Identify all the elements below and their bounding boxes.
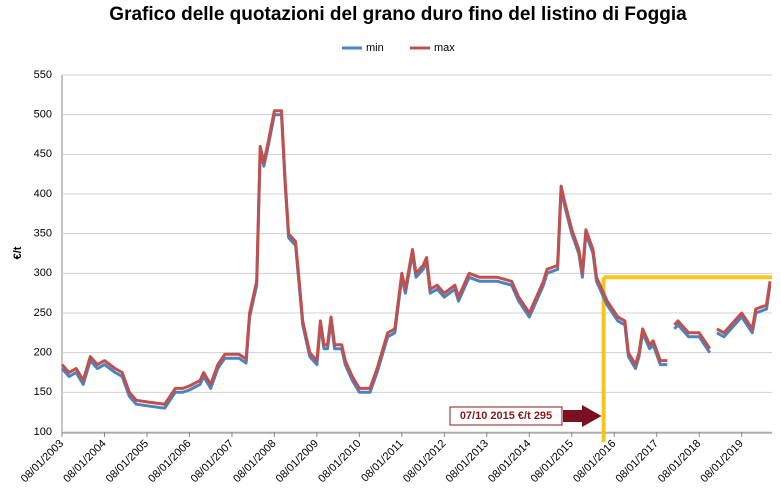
series-line [60,109,772,406]
x-tick-label: 08/01/2011 [359,438,406,485]
x-tick-label: 08/01/2014 [486,438,533,485]
x-tick-label: 08/01/2007 [189,438,236,485]
x-tick-label: 08/01/2018 [656,438,703,485]
legend-label: min [366,42,384,54]
x-tick-label: 08/01/2003 [19,438,66,485]
x-tick-label: 08/01/2004 [61,438,108,485]
y-tick-label: 400 [34,188,52,200]
y-tick-label: 200 [34,347,52,359]
y-tick-label: 350 [34,228,52,240]
x-tick-label: 08/01/2016 [571,438,618,485]
series-line [60,113,772,410]
x-tick-label: 08/01/2019 [698,438,745,485]
y-tick-label: 450 [34,148,52,160]
y-tick-label: 550 [34,69,52,81]
x-tick-label: 08/01/2008 [231,438,278,485]
x-tick-label: 08/01/2017 [613,438,660,485]
legend-label: max [434,42,455,54]
y-axis-label: €/t [12,246,24,259]
y-tick-label: 500 [34,109,52,121]
y-tick-label: 250 [34,307,52,319]
x-tick-label: 08/01/2010 [316,438,363,485]
annotation-text: 07/10 2015 €/t 295 [460,410,552,422]
x-tick-label: 08/01/2013 [444,438,491,485]
x-tick-label: 08/01/2006 [146,438,193,485]
chart-title: Grafico delle quotazioni del grano duro … [109,4,687,25]
y-tick-label: 150 [34,386,52,398]
y-tick-label: 100 [34,426,52,438]
annotation-box [449,406,563,426]
x-tick-label: 08/01/2009 [274,438,321,485]
annotation-arrow [563,405,602,427]
x-tick-label: 08/01/2005 [104,438,151,485]
x-tick-label: 08/01/2015 [529,438,576,485]
y-tick-label: 300 [34,267,52,279]
x-tick-label: 08/01/2012 [401,438,448,485]
